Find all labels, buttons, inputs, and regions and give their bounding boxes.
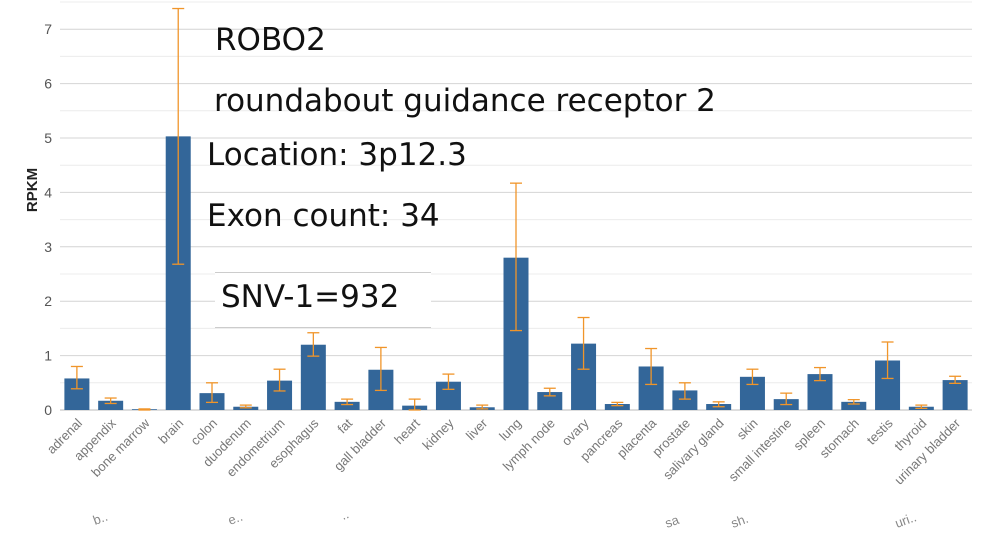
y-tick-label: 0: [44, 402, 52, 418]
y-tick-label: 6: [44, 76, 52, 92]
bar-appendix: [98, 400, 124, 410]
x-tick-label: lung: [496, 416, 524, 444]
bar-lymph-node: [537, 392, 563, 410]
bar-prostate: [672, 390, 698, 410]
x-tick-label: fat: [334, 415, 355, 436]
gene-symbol: ROBO2: [215, 22, 326, 58]
snv-count: SNV-1=932: [221, 279, 400, 315]
bar-fat: [334, 401, 360, 410]
x-tick-label: brain: [155, 416, 186, 447]
y-tick-label: 3: [44, 239, 52, 255]
gene-location: Location: 3p12.3: [207, 137, 467, 173]
gene-name: roundabout guidance receptor 2: [214, 83, 716, 119]
y-axis-ticks: 0 1 2 3 4 5 6 7: [44, 21, 52, 418]
y-axis-label: RPKM: [24, 168, 41, 212]
y-tick-label: 7: [44, 21, 52, 37]
y-tick-label: 1: [44, 348, 52, 364]
snv-box: [215, 272, 431, 328]
y-tick-label: 4: [44, 184, 52, 200]
partial-label: sh.: [729, 511, 750, 531]
bar-urinary-bladder: [942, 380, 968, 410]
x-tick-label: liver: [463, 415, 491, 443]
y-tick-label: 5: [44, 130, 52, 146]
partial-label: ..: [339, 506, 351, 523]
x-tick-label: kidney: [419, 415, 457, 453]
partial-label: sa: [663, 512, 682, 531]
partial-label: b..: [91, 509, 110, 528]
partial-label: uri..: [893, 509, 918, 531]
bar-pancreas: [604, 404, 630, 410]
x-tick-label: skin: [734, 416, 761, 443]
error-bars-group: [70, 7, 962, 411]
bar-stomach: [841, 401, 867, 410]
y-tick-label: 2: [44, 293, 52, 309]
faded-label-fragments: b.. e.... sa sh. uri..: [91, 506, 918, 531]
partial-label: e..: [226, 509, 245, 528]
exon-count: Exon count: 34: [207, 198, 440, 234]
